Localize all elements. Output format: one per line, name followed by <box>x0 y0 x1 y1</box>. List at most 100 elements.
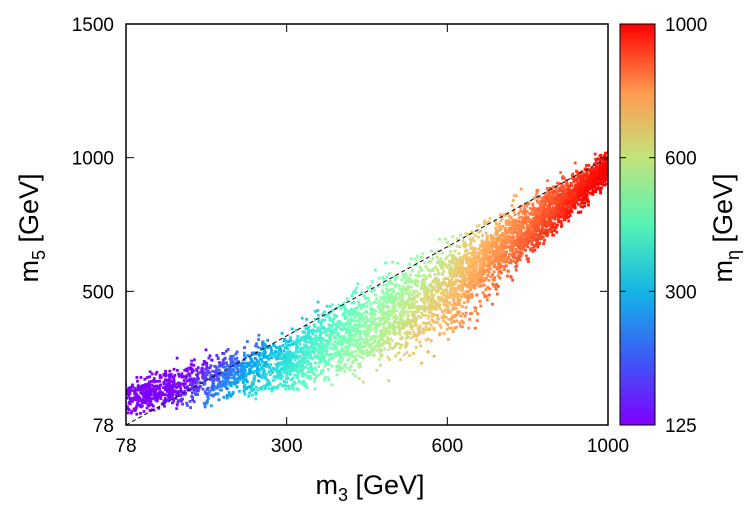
scatter-point <box>460 275 464 278</box>
scatter-point <box>445 291 449 295</box>
scatter-point <box>436 302 440 306</box>
scatter-point <box>352 360 355 364</box>
scatter-point <box>381 314 385 317</box>
scatter-point <box>570 203 574 207</box>
scatter-point <box>405 331 409 335</box>
scatter-point <box>173 383 176 387</box>
scatter-point <box>304 373 308 376</box>
scatter-point <box>313 344 317 348</box>
scatter-point <box>304 324 308 327</box>
scatter-point <box>163 379 167 382</box>
scatter-point <box>314 355 317 359</box>
scatter-point <box>276 373 280 376</box>
scatter-point <box>512 194 516 197</box>
scatter-point <box>477 247 481 251</box>
scatter-point <box>296 376 300 380</box>
scatter-point <box>388 345 392 349</box>
scatter-point <box>243 369 247 373</box>
scatter-point <box>236 364 240 368</box>
scatter-point <box>559 171 563 174</box>
scatter-point <box>377 340 381 344</box>
scatter-point <box>483 219 487 223</box>
scatter-point <box>500 250 504 254</box>
scatter-point <box>455 244 459 248</box>
scatter-point <box>281 375 284 378</box>
scatter-point <box>145 406 149 410</box>
scatter-point <box>454 290 458 294</box>
scatter-point <box>521 217 525 221</box>
scatter-point <box>531 225 535 229</box>
scatter-point <box>262 384 266 388</box>
scatter-point <box>387 289 391 293</box>
scatter-point <box>328 316 332 320</box>
scatter-point <box>376 284 380 288</box>
scatter-point <box>561 184 565 188</box>
scatter-point <box>436 314 439 317</box>
scatter-point <box>379 322 383 326</box>
scatter-point <box>252 388 256 392</box>
scatter-point <box>203 377 207 381</box>
scatter-point <box>128 397 132 401</box>
scatter-point <box>498 276 502 280</box>
scatter-point <box>229 354 233 358</box>
scatter-point <box>318 358 322 362</box>
scatter-point <box>530 233 534 237</box>
scatter-point <box>317 345 321 348</box>
scatter-point <box>250 365 254 369</box>
scatter-point <box>206 391 210 395</box>
scatter-point <box>501 253 505 257</box>
scatter-point <box>584 175 588 179</box>
scatter-point <box>450 303 454 307</box>
scatter-point <box>450 254 454 257</box>
scatter-point <box>403 331 407 335</box>
scatter-point <box>463 241 466 244</box>
scatter-point <box>442 280 445 284</box>
scatter-point <box>261 346 265 350</box>
scatter-point <box>490 259 494 263</box>
scatter-point <box>275 354 278 358</box>
scatter-point <box>195 369 199 373</box>
scatter-point <box>576 172 580 176</box>
scatter-point <box>448 301 452 305</box>
scatter-point <box>550 229 554 233</box>
scatter-point <box>353 355 357 359</box>
scatter-point <box>162 386 165 389</box>
scatter-point <box>464 306 468 309</box>
scatter-point <box>133 409 137 412</box>
scatter-point <box>287 384 291 388</box>
scatter-point <box>414 322 418 326</box>
scatter-point <box>278 355 282 359</box>
scatter-point <box>461 259 465 263</box>
scatter-point <box>546 205 550 209</box>
scatter-point <box>164 399 168 402</box>
scatter-point <box>433 320 437 324</box>
scatter-point <box>384 261 388 265</box>
scatter-point <box>163 396 167 400</box>
scatter-point <box>545 186 549 190</box>
scatter-point <box>220 373 223 377</box>
scatter-point <box>542 220 546 224</box>
scatter-point <box>550 225 553 229</box>
scatter-point <box>285 354 289 357</box>
scatter-point <box>191 398 195 402</box>
scatter-point <box>140 398 144 402</box>
scatter-point <box>303 356 307 360</box>
scatter-point <box>486 240 490 244</box>
scatter-point <box>154 388 158 392</box>
scatter-point <box>307 336 310 340</box>
scatter-point <box>387 313 390 317</box>
scatter-point <box>394 299 398 302</box>
scatter-point <box>435 290 439 294</box>
scatter-point <box>271 366 275 370</box>
scatter-point <box>432 279 435 283</box>
scatter-point <box>354 334 357 338</box>
scatter-point <box>515 256 519 260</box>
scatter-point <box>150 383 154 387</box>
scatter-point <box>205 377 208 381</box>
scatter-point <box>330 352 334 356</box>
scatter-point <box>272 375 276 379</box>
scatter-point <box>440 291 443 295</box>
scatter-point <box>129 411 133 415</box>
scatter-point <box>511 231 514 235</box>
scatter-point <box>150 387 154 391</box>
